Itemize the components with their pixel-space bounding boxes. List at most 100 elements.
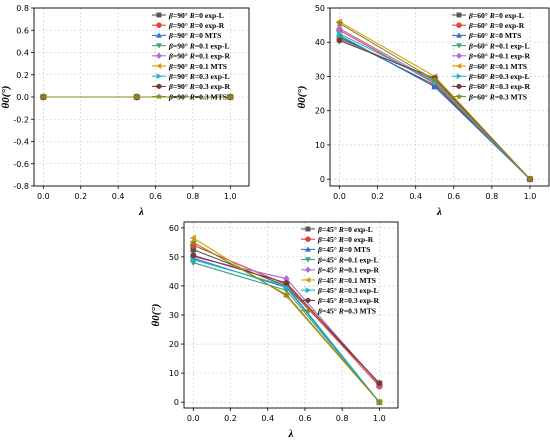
legend-marker: [456, 32, 462, 38]
legend-entry: β=60° R=0.1 exp-L: [468, 41, 530, 50]
data-point: [431, 83, 439, 90]
x-tick-label: 0.4: [112, 192, 125, 201]
legend-entry: β=45° R=0 exp-L: [317, 225, 373, 234]
x-tick-label: 0.2: [224, 414, 237, 423]
x-tick-label: 1.0: [524, 192, 537, 201]
data-point: [335, 19, 344, 27]
y-tick-label: 30: [315, 72, 325, 81]
legend-marker: [156, 52, 162, 60]
x-tick-label: 0.2: [371, 192, 384, 201]
legend-marker: [156, 43, 162, 49]
legend-marker: [155, 92, 163, 100]
x-tick-label: 0.2: [74, 192, 87, 201]
legend-entry: β=45° R=0 exp-R: [317, 235, 374, 244]
legend-marker: [305, 257, 311, 263]
y-axis-label: θ0(°): [150, 304, 162, 327]
legend-entry: β=60° R=0 exp-L: [468, 11, 524, 20]
y-tick-label: 0.0: [16, 93, 29, 102]
legend-entry: β=90° R=0.3 exp-R: [168, 82, 230, 91]
legend-entry: β=90° R=0 exp-R: [168, 21, 225, 30]
legend-entry: β=45° R=0.1 exp-R: [317, 266, 379, 275]
y-tick-label: -0.4: [13, 138, 29, 147]
legend-marker: [305, 236, 311, 242]
legend-marker: [305, 297, 311, 304]
plot-frame: [33, 7, 250, 187]
legend-marker: [304, 306, 312, 314]
legend-marker: [456, 12, 462, 18]
data-point: [283, 279, 290, 287]
x-tick-label: 0.8: [336, 414, 349, 423]
y-tick-label: 50: [169, 253, 179, 262]
x-tick-label: 1.0: [373, 414, 386, 423]
legend-entry: β=90° R=0.1 MTS: [168, 62, 227, 71]
legend-marker: [156, 12, 162, 18]
x-tick-label: 0.8: [486, 192, 499, 201]
x-tick-label: 0.0: [333, 192, 346, 201]
y-tick-label: 0.6: [16, 26, 29, 35]
legend-entry: β=45° R=0 MTS: [317, 245, 370, 254]
x-tick-label: 0.0: [37, 192, 50, 201]
x-axis-label: λ: [288, 428, 294, 440]
x-tick-label: 0.0: [187, 414, 200, 423]
x-tick-label: 0.8: [187, 192, 200, 201]
y-tick-label: 10: [315, 141, 325, 150]
y-tick-label: -0.6: [13, 160, 29, 169]
legend-entry: β=45° R=0.3 exp-L: [317, 286, 379, 295]
y-tick-label: 10: [169, 369, 179, 378]
legend-entry: β=60° R=0.3 MTS: [468, 92, 527, 101]
y-tick-label: -0.2: [13, 115, 29, 124]
y-tick-label: 60: [169, 224, 179, 233]
data-point: [132, 92, 141, 101]
legend-entry: β=60° R=0 exp-R: [468, 21, 525, 30]
x-tick-label: 1.0: [224, 192, 237, 201]
legend-marker: [156, 22, 162, 29]
data-point: [430, 75, 439, 84]
legend-marker: [156, 83, 162, 90]
y-tick-label: 20: [169, 340, 179, 349]
y-tick-label: 50: [315, 4, 325, 13]
legend-marker: [156, 32, 162, 38]
plot-frame: [183, 221, 399, 409]
series: [190, 252, 383, 387]
legend-marker: [455, 92, 463, 100]
chart-panel-1: 0.0 0.2 0.4 0.6 0.8 1.0 -0.8 -0.6 -0.4 -0.2 0.0 0.2…: [0, 4, 250, 218]
x-tick-label: 0.4: [261, 414, 274, 423]
y-tick-label: -0.8: [13, 182, 29, 191]
x-tick-label: 0.6: [447, 192, 460, 201]
legend-marker: [305, 226, 311, 232]
legend-marker: [305, 246, 311, 252]
y-axis-label: θ0(°): [296, 86, 308, 109]
data-point: [525, 174, 535, 183]
x-tick-label: 0.4: [409, 192, 422, 201]
x-axis-label: λ: [436, 206, 442, 218]
y-tick-label: 0: [320, 175, 325, 184]
data-point: [376, 380, 383, 387]
legend-entry: β=60° R=0.1 exp-R: [468, 52, 530, 61]
y-tick-label: 40: [169, 282, 179, 291]
data-point: [190, 252, 197, 259]
plot-frame: [329, 7, 550, 187]
legend-marker: [456, 22, 462, 29]
legend-marker: [305, 266, 311, 274]
legend-marker: [304, 277, 311, 283]
y-tick-label: 30: [169, 311, 179, 320]
y-tick-label: 0.8: [16, 4, 29, 13]
legend-entry: β=45° R=0.1 exp-L: [317, 255, 379, 264]
legend-entry: β=90° R=0 exp-L: [168, 11, 224, 20]
legend-marker: [455, 63, 462, 69]
data-point: [282, 290, 291, 299]
y-tick-label: 0.2: [16, 71, 29, 80]
data-point: [336, 30, 344, 38]
legend-entry: β=45° R=0.3 exp-R: [317, 296, 379, 305]
legend-entry: β=90° R=0.3 exp-L: [168, 72, 230, 81]
legend-entry: β=90° R=0 MTS: [168, 31, 221, 40]
legend-entry: β=60° R=0.3 exp-R: [468, 82, 530, 91]
legend-entry: β=45° R=0.3 MTS: [317, 306, 376, 315]
data-point: [226, 92, 235, 101]
legend-marker: [456, 52, 462, 60]
series: [335, 19, 535, 183]
y-tick-label: 0.4: [16, 49, 29, 58]
legend-entry: β=90° R=0.1 exp-L: [168, 41, 230, 50]
y-axis-label: θ0(°): [0, 86, 12, 109]
